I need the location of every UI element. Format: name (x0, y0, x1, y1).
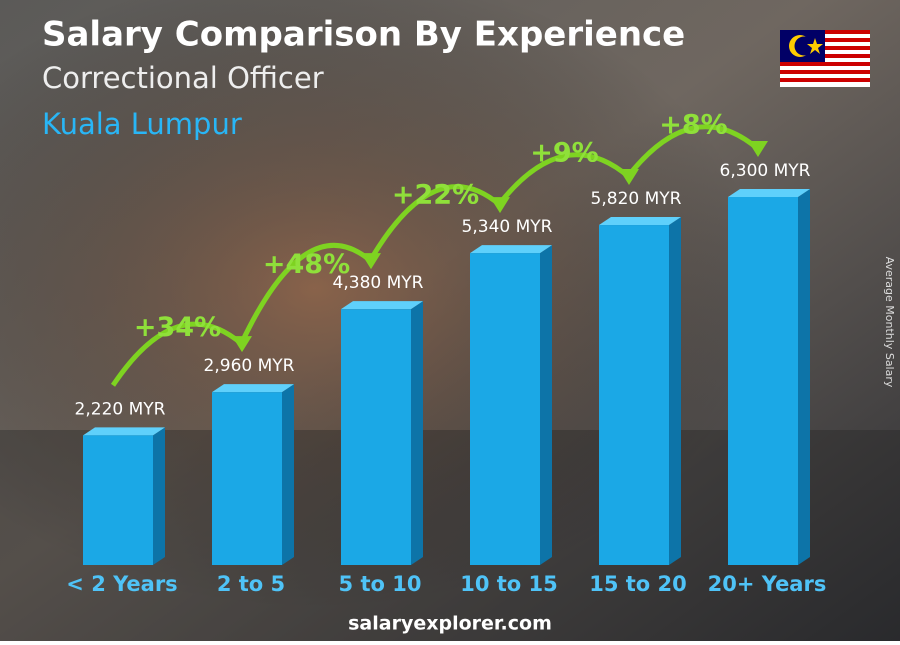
x-tick-label: 15 to 20 (589, 572, 687, 596)
bar (341, 309, 411, 565)
change-arrow (498, 152, 631, 205)
value-label: 4,380 MYR (333, 273, 424, 293)
y-axis-label: Average Monthly Salary (883, 257, 896, 388)
location: Kuala Lumpur (42, 107, 242, 141)
change-label: +8% (659, 110, 727, 141)
bar-top (728, 189, 810, 197)
change-label: +34% (134, 312, 221, 343)
x-tick-label: 2 to 5 (217, 572, 285, 596)
change-arrowhead (232, 336, 252, 353)
bar-top (83, 427, 165, 436)
value-label: 6,300 MYR (720, 161, 811, 181)
change-arrowhead (361, 253, 381, 270)
bar (83, 435, 153, 565)
bar-top (470, 245, 552, 254)
x-tick-label: < 2 Years (66, 572, 177, 596)
bar-top (212, 384, 294, 393)
chart-title: Salary Comparison By Experience (42, 15, 685, 55)
value-label: 5,340 MYR (462, 217, 553, 237)
change-label: +22% (392, 180, 479, 211)
change-label: +9% (530, 138, 598, 169)
value-label: 2,960 MYR (204, 356, 295, 376)
bar-top (341, 301, 423, 310)
change-arrow (627, 124, 760, 177)
bar-top (599, 217, 681, 226)
change-arrow (239, 242, 373, 344)
bar-side (153, 427, 165, 565)
bar (470, 253, 540, 566)
bar-side (540, 245, 552, 566)
bar-side (798, 189, 810, 565)
bar-side (282, 384, 294, 565)
x-tick-label: 5 to 10 (339, 572, 422, 596)
change-arrow (368, 184, 502, 261)
footer: salaryexplorer.com (348, 613, 552, 635)
x-tick-label: 20+ Years (708, 572, 827, 596)
change-arrow (110, 321, 244, 387)
x-tick-label: 10 to 15 (460, 572, 558, 596)
change-arrowhead (748, 141, 768, 157)
subtitle: Correctional Officer (42, 61, 324, 95)
bar (599, 225, 669, 566)
change-arrowhead (619, 169, 639, 186)
bar-side (411, 301, 423, 565)
flag (780, 30, 870, 87)
value-label: 5,820 MYR (591, 189, 682, 209)
value-label: 2,220 MYR (75, 399, 166, 419)
bar-side (669, 217, 681, 566)
bar (728, 197, 798, 565)
bar (212, 392, 282, 565)
change-label: +48% (263, 249, 350, 280)
change-arrowhead (490, 197, 510, 214)
